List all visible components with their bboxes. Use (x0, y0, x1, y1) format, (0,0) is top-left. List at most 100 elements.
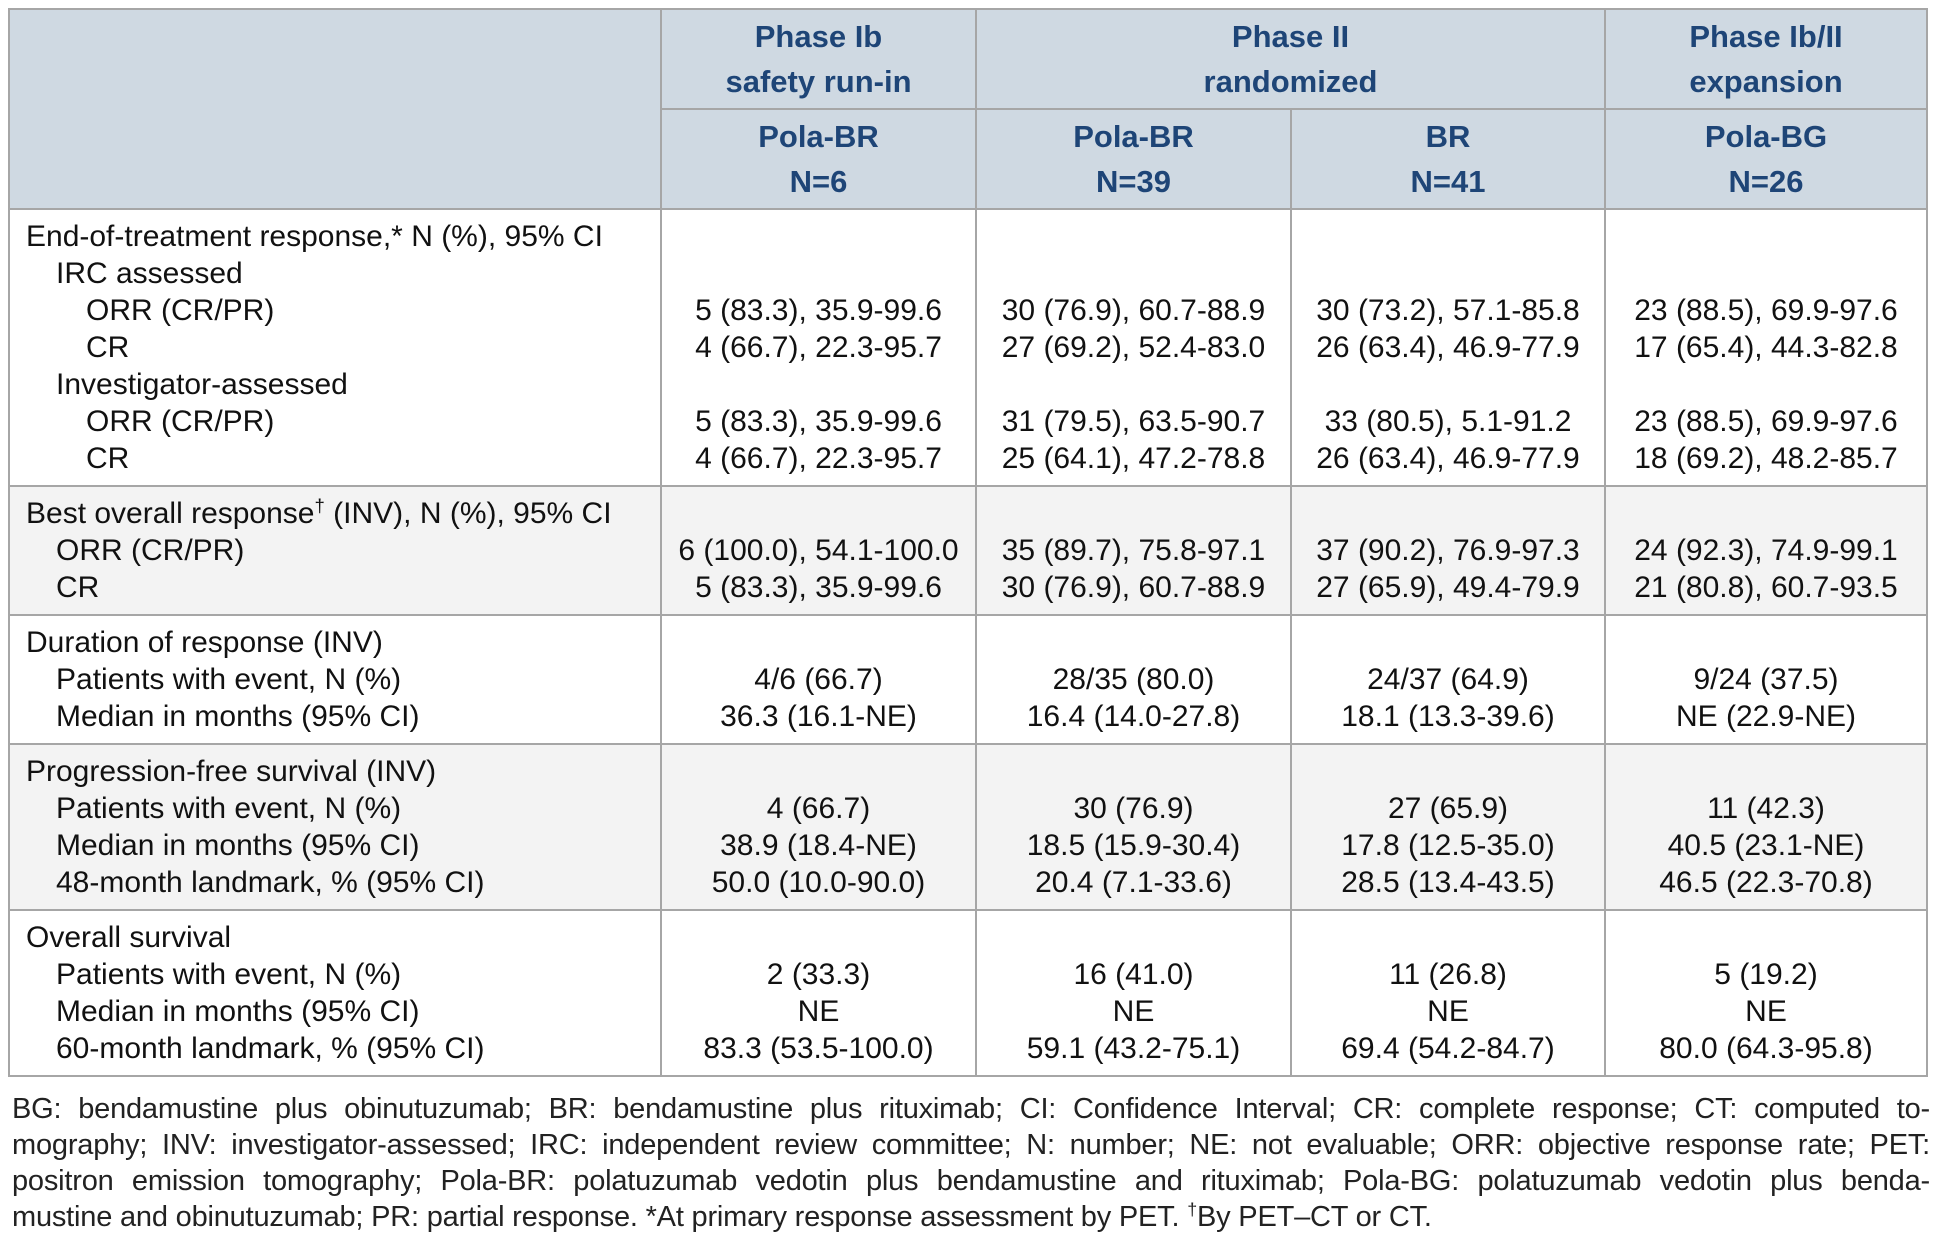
phase-group-header-1: Phase Ib safety run-in (660, 8, 977, 110)
value (1612, 495, 1920, 532)
value-cell-col-3: 27 (65.9) 17.8 (12.5-35.0) 28.5 (13.4-43.5… (1290, 743, 1606, 911)
arm-n: N=6 (789, 164, 848, 199)
value (983, 624, 1284, 661)
value-cell-col-3: 30 (73.2), 57.1-85.8 26 (63.4), 46.9-77.9… (1290, 208, 1606, 487)
value (1298, 919, 1598, 956)
phase-header-row: Phase Ib safety run-in Phase II randomized P… (8, 8, 1928, 210)
value: 2 (33.3) (766, 958, 871, 991)
row-label: ORR (CR/PR) (86, 405, 275, 438)
efficacy-outcomes-table: Phase Ib safety run-in Phase II randomized P… (8, 8, 1928, 1077)
value: 24 (92.3), 74.9-99.1 (1634, 534, 1898, 567)
value-cell-col-2: 30 (76.9), 60.7-88.9 27 (69.2), 52.4-83.0… (975, 208, 1292, 487)
row-label: 60-month landmark, % (95% CI) (56, 1032, 485, 1065)
row-label: Best overall response† (INV), N (%), 95%… (26, 495, 612, 530)
value (1612, 753, 1920, 790)
arm-n: N=39 (1096, 164, 1171, 199)
value: 11 (42.3) (1707, 792, 1825, 825)
value: 21 (80.8), 60.7-93.5 (1634, 571, 1898, 604)
value-cell-col-1: 6 (100.0), 54.1-100.0 5 (83.3), 35.9-99.6 (660, 485, 977, 616)
value-cell-col-2: 30 (76.9) 18.5 (15.9-30.4) 20.4 (7.1-33.6) (975, 743, 1292, 911)
value (983, 919, 1284, 956)
value-cell-col-4: 23 (88.5), 69.9-97.6 17 (65.4), 44.3-82.8… (1604, 208, 1928, 487)
row-label: Overall survival (26, 921, 232, 954)
row-label-cell: End-of-treatment response,* N (%), 95% C… (8, 208, 662, 487)
value: 50.0 (10.0-90.0) (711, 866, 926, 899)
value (668, 255, 969, 292)
table-header: Phase Ib safety run-in Phase II randomized P… (8, 8, 1928, 210)
value (1298, 753, 1598, 790)
value: 36.3 (16.1-NE) (720, 700, 917, 733)
arm-n: N=41 (1410, 164, 1486, 199)
value-cell-col-3: 11 (26.8) NE 69.4 (54.2-84.7) (1290, 909, 1606, 1077)
phase-group-header-3: Phase Ib/II expansion (1604, 8, 1928, 110)
value: 28.5 (13.4-43.5) (1341, 866, 1555, 899)
value: 17.8 (12.5-35.0) (1341, 829, 1555, 862)
row-label: Investigator-assessed (56, 368, 348, 401)
value: 27 (65.9), 49.4-79.9 (1316, 571, 1580, 604)
value (983, 218, 1284, 255)
value-cell-col-4: 24 (92.3), 74.9-99.1 21 (80.8), 60.7-93.5 (1604, 485, 1928, 616)
footnote-line-4: mustine and obinutuzumab; PR: partial re… (12, 1199, 1432, 1233)
row-label-cell: Best overall response† (INV), N (%), 95%… (8, 485, 662, 616)
value: NE (1112, 995, 1155, 1028)
value: NE (1427, 995, 1469, 1028)
value (1612, 366, 1920, 403)
value: 30 (76.9) (1073, 792, 1194, 825)
phase-group-line1: Phase Ib (754, 19, 883, 54)
value-cell-col-2: 28/35 (80.0) 16.4 (14.0-27.8) (975, 614, 1292, 745)
table-section-5: Overall survival Patients with event, N (… (8, 909, 1928, 1077)
arm-header-3: BR N=41 (1290, 108, 1606, 210)
row-label: Median in months (95% CI) (56, 829, 420, 862)
arm-header-4: Pola-BG N=26 (1604, 108, 1928, 210)
value: 4 (66.7), 22.3-95.7 (695, 442, 942, 475)
arm-header-1: Pola-BR N=6 (660, 108, 977, 210)
arm-header-2: Pola-BR N=39 (975, 108, 1292, 210)
row-label-cell: Progression-free survival (INV) Patients … (8, 743, 662, 911)
value: 11 (26.8) (1389, 958, 1507, 991)
value (668, 919, 969, 956)
row-label: 48-month landmark, % (95% CI) (56, 866, 485, 899)
value (983, 495, 1284, 532)
value: 83.3 (53.5-100.0) (703, 1032, 934, 1065)
row-label: Patients with event, N (%) (56, 663, 402, 696)
arm-name: Pola-BR (1073, 119, 1194, 154)
value-cell-col-1: 4/6 (66.7) 36.3 (16.1-NE) (660, 614, 977, 745)
table-section-1: End-of-treatment response,* N (%), 95% C… (8, 208, 1928, 487)
row-label: CR (86, 442, 130, 475)
arm-name: Pola-BR (758, 119, 879, 154)
value: 16.4 (14.0-27.8) (1026, 700, 1241, 733)
value (983, 255, 1284, 292)
value-cell-col-2: 35 (89.7), 75.8-97.1 30 (76.9), 60.7-88.9 (975, 485, 1292, 616)
value: 80.0 (64.3-95.8) (1659, 1032, 1873, 1065)
table-section-2: Best overall response† (INV), N (%), 95%… (8, 485, 1928, 616)
phase-group-line2: safety run-in (725, 64, 912, 99)
value-cell-col-4: 11 (42.3) 40.5 (23.1-NE) 46.5 (22.3-70.8) (1604, 743, 1928, 911)
phase-group-line1: Phase II (1231, 19, 1350, 54)
table-body: End-of-treatment response,* N (%), 95% C… (8, 208, 1928, 1077)
phase-group-line2: expansion (1689, 64, 1843, 99)
row-label: CR (56, 571, 100, 604)
value-cell-col-4: 9/24 (37.5) NE (22.9-NE) (1604, 614, 1928, 745)
value-cell-col-3: 24/37 (64.9) 18.1 (13.3-39.6) (1290, 614, 1606, 745)
value: NE (22.9-NE) (1675, 700, 1857, 733)
value: 33 (80.5), 5.1-91.2 (1324, 405, 1572, 438)
value: 46.5 (22.3-70.8) (1659, 866, 1873, 899)
footnote-line-3: positron emission tomography; Pola-BR: p… (12, 1165, 1930, 1197)
value: NE (797, 995, 840, 1028)
value: 31 (79.5), 63.5-90.7 (1001, 405, 1266, 438)
value: 5 (83.3), 35.9-99.6 (695, 571, 942, 604)
value: 20.4 (7.1-33.6) (1035, 866, 1232, 899)
value: 35 (89.7), 75.8-97.1 (1001, 534, 1266, 567)
value (668, 218, 969, 255)
value: 4 (66.7) (766, 792, 871, 825)
value (1612, 919, 1920, 956)
value-cell-col-3: 37 (90.2), 76.9-97.3 27 (65.9), 49.4-79.9 (1290, 485, 1606, 616)
value (1298, 255, 1598, 292)
footnote-line-1: BG: bendamustine plus obinutuzumab; BR: … (12, 1093, 1930, 1125)
row-label: IRC assessed (56, 257, 243, 290)
row-label: Patients with event, N (%) (56, 958, 402, 991)
value-cell-col-1: 2 (33.3) NE 83.3 (53.5-100.0) (660, 909, 977, 1077)
value: 30 (73.2), 57.1-85.8 (1316, 294, 1580, 327)
value: 30 (76.9), 60.7-88.9 (1001, 571, 1266, 604)
arm-name: Pola-BG (1704, 119, 1828, 154)
